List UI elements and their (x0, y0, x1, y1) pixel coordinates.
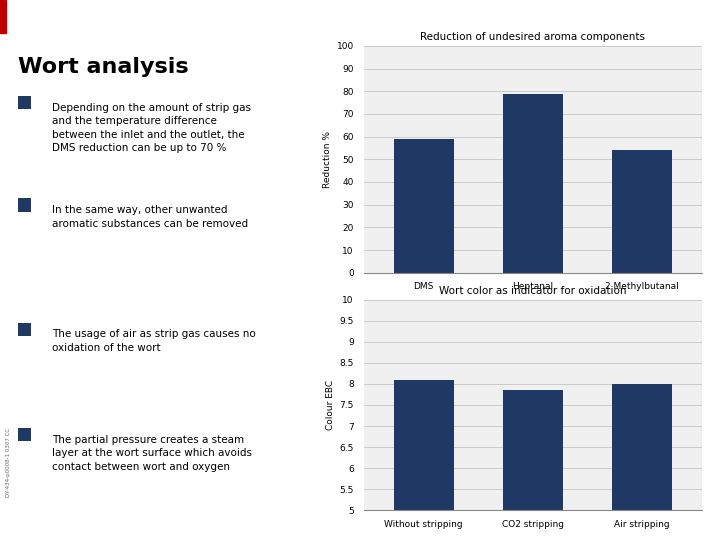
Text: MBAA Rocky Mountain District: MBAA Rocky Mountain District (10, 10, 223, 23)
Y-axis label: Colour EBC: Colour EBC (326, 380, 336, 430)
Y-axis label: Reduction %: Reduction % (323, 131, 333, 188)
Bar (394, 139, 454, 273)
Text: Depending on the amount of strip gas
and the temperature difference
between the : Depending on the amount of strip gas and… (52, 103, 251, 153)
Text: DY-434-p0008-1 0307 CC: DY-434-p0008-1 0307 CC (6, 428, 11, 497)
Bar (612, 384, 672, 540)
Bar (503, 93, 563, 273)
Text: The partial pressure creates a steam
layer at the wort surface which avoids
cont: The partial pressure creates a steam lay… (52, 435, 252, 472)
Bar (612, 150, 672, 273)
Bar (0, 0, 6, 33)
Text: The usage of air as strip gas causes no
oxidation of the wort: The usage of air as strip gas causes no … (52, 329, 256, 353)
Title: Wort color as indicator for oxidation: Wort color as indicator for oxidation (439, 286, 626, 296)
Text: In the same way, other unwanted
aromatic substances can be removed: In the same way, other unwanted aromatic… (52, 205, 248, 229)
Text: Wort analysis: Wort analysis (18, 57, 189, 77)
Bar (394, 380, 454, 540)
Bar (503, 390, 563, 540)
Title: Reduction of undesired aroma components: Reduction of undesired aroma components (420, 32, 645, 42)
